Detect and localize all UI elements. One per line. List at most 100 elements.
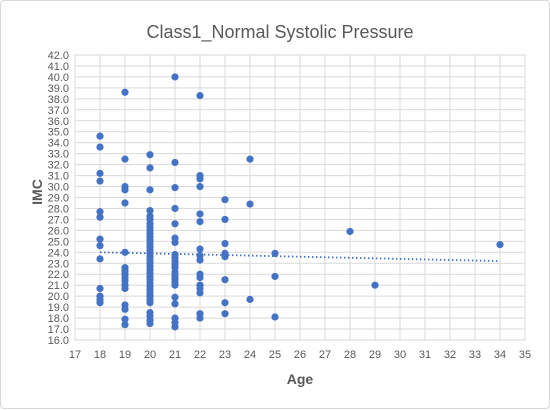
data-point [221,310,228,317]
data-point [171,282,178,289]
data-point [271,313,278,320]
y-tick-label: 20.0 [48,291,69,303]
data-point [196,274,203,281]
y-tick-label: 31.0 [48,171,69,183]
data-point [246,200,253,207]
y-tick-label: 25.0 [48,236,69,248]
y-tick-label: 28.0 [48,203,69,215]
data-point [221,276,228,283]
data-point [96,170,103,177]
x-tick-label: 32 [444,349,456,361]
y-tick-label: 33.0 [48,149,69,161]
data-point [96,133,103,140]
x-tick-label: 28 [344,349,356,361]
data-point [346,228,353,235]
data-point [171,323,178,330]
y-tick-label: 34.0 [48,138,69,150]
x-tick-label: 35 [519,349,531,361]
data-point [121,89,128,96]
data-point [221,216,228,223]
x-tick-label: 29 [369,349,381,361]
x-tick-label: 23 [219,349,231,361]
data-point [196,314,203,321]
data-point [146,320,153,327]
data-point [171,294,178,301]
data-point [96,255,103,262]
data-point [146,164,153,171]
data-point [496,241,503,248]
data-point [171,205,178,212]
data-point [171,220,178,227]
data-point [196,256,203,263]
y-tick-label: 40.0 [48,72,69,84]
x-tick-label: 25 [269,349,281,361]
y-axis-title: IMC [29,179,45,205]
y-tick-label: 42.0 [48,50,69,62]
y-tick-label: 18.0 [48,313,69,325]
data-point [146,299,153,306]
data-point [221,253,228,260]
y-tick-label: 21.0 [48,280,69,292]
y-tick-label: 26.0 [48,225,69,237]
data-point [146,186,153,193]
x-tick-label: 20 [144,349,156,361]
y-tick-label: 23.0 [48,258,69,270]
x-tick-label: 27 [319,349,331,361]
data-point [171,239,178,246]
y-tick-label: 37.0 [48,105,69,117]
gridlines [75,55,525,340]
data-point [96,242,103,249]
x-tick-label: 34 [494,349,506,361]
data-point [196,183,203,190]
x-tick-label: 26 [294,349,306,361]
data-point [121,285,128,292]
y-tick-label: 35.0 [48,127,69,139]
data-point [171,184,178,191]
x-tick-label: 24 [244,349,256,361]
y-tick-label: 22.0 [48,269,69,281]
y-tick-label: 24.0 [48,247,69,259]
data-point [196,92,203,99]
data-point [96,143,103,150]
data-point [121,199,128,206]
x-axis-title: Age [287,371,314,387]
data-point [121,321,128,328]
data-point [121,249,128,256]
x-axis-ticks: 17 18 19 20 21 22 23 24 25 26 27 28 29 30 31 32 33 34 35 [69,349,531,361]
y-tick-label: 30.0 [48,182,69,194]
data-point [221,196,228,203]
data-point [96,285,103,292]
y-tick-label: 38.0 [48,94,69,106]
data-point [246,156,253,163]
chart-title: Class1_Normal Systolic Pressure [146,22,413,43]
y-tick-label: 17.0 [48,324,69,336]
data-point [171,73,178,80]
data-point [371,282,378,289]
data-point [221,299,228,306]
data-point [271,273,278,280]
data-point [171,159,178,166]
x-tick-label: 17 [69,349,81,361]
data-point [221,240,228,247]
x-tick-label: 31 [419,349,431,361]
y-tick-label: 29.0 [48,193,69,205]
data-point [271,250,278,257]
x-tick-label: 33 [469,349,481,361]
data-point [96,177,103,184]
y-tick-label: 27.0 [48,214,69,226]
data-point [96,236,103,243]
data-point [196,175,203,182]
data-point [196,289,203,296]
x-tick-label: 18 [94,349,106,361]
data-point [121,306,128,313]
data-point [196,210,203,217]
y-tick-label: 16.0 [48,335,69,347]
y-tick-label: 32.0 [48,160,69,172]
data-point [196,218,203,225]
x-tick-label: 21 [169,349,181,361]
y-tick-label: 39.0 [48,83,69,95]
data-point [96,299,103,306]
data-point [196,245,203,252]
